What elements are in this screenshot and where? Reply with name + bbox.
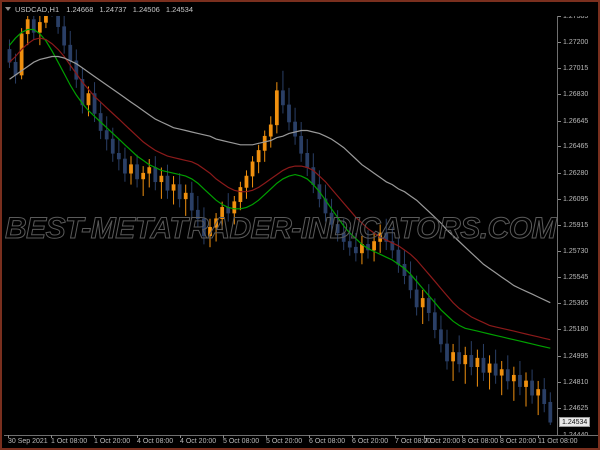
time-tick-label: 7 Oct 08:00 [395, 435, 432, 445]
ma-line [9, 55, 551, 304]
price-tick-label: 1.25730 [558, 247, 588, 256]
price-tick-label: 1.26465 [558, 142, 588, 151]
time-tick-label: 4 Oct 20:00 [180, 435, 217, 445]
time-tick-label: 5 Oct 08:00 [223, 435, 260, 445]
time-tick-label: 11 Oct 08:00 [538, 435, 578, 445]
price-tick-label: 1.25365 [558, 299, 588, 308]
ma-line [9, 37, 551, 341]
triangle-down-icon[interactable] [5, 7, 11, 11]
current-price-tag: 1.24534 [559, 416, 591, 427]
price-tick-label: 1.25180 [558, 325, 588, 334]
price-tick-label: 1.27200 [558, 38, 588, 47]
price-tick-label: 1.26095 [558, 195, 588, 204]
price-axis[interactable]: 1.24534 1.27385 1.27200 1.27015 1.26830 1.26… [557, 13, 598, 439]
time-tick-label: 8 Oct 08:00 [462, 435, 499, 445]
time-tick-label: 30 Sep 2021 [8, 435, 48, 445]
candlestick-series [7, 16, 553, 426]
moving-average-series [9, 28, 551, 349]
price-tick-label: 1.24810 [558, 378, 588, 387]
symbol-label: USDCAD,H1 [15, 4, 60, 14]
price-tick-label: 1.26830 [558, 90, 588, 99]
chart-canvas [7, 16, 553, 426]
time-tick-label: 6 Oct 08:00 [309, 435, 346, 445]
price-tick-label: 1.25545 [558, 273, 588, 282]
price-tick-label: 1.26280 [558, 169, 588, 178]
quote-high: 1.24737 [99, 4, 127, 14]
time-tick-label: 8 Oct 20:00 [500, 435, 537, 445]
time-tick-label: 4 Oct 08:00 [137, 435, 174, 445]
ma-line [9, 28, 551, 349]
price-tick-label: 1.24625 [558, 404, 588, 413]
price-tick-label: 1.25915 [558, 221, 588, 230]
quote-open: 1.24668 [66, 4, 94, 14]
time-tick-label: 1 Oct 20:00 [94, 435, 131, 445]
ohlc-quotes: 1.24668 1.24737 1.24506 1.24534 [66, 5, 197, 14]
quote-close: 1.24534 [165, 4, 194, 14]
time-axis[interactable]: 30 Sep 2021 1 Oct 08:00 1 Oct 20:00 4 Oct 0… [4, 435, 598, 448]
price-tick-label: 1.26645 [558, 117, 588, 126]
price-tick-label: 1.24995 [558, 352, 588, 361]
price-tick-label: 1.27015 [558, 64, 588, 73]
time-tick-label: 1 Oct 08:00 [51, 435, 88, 445]
chart-header: USDCAD,H1 1.24668 1.24737 1.24506 1.2453… [2, 2, 598, 16]
time-tick-label: 6 Oct 20:00 [352, 435, 389, 445]
time-tick-label: 7 Oct 20:00 [424, 435, 461, 445]
chart-plot-area[interactable]: BEST-METATRADER-INDICATORS.COM [4, 16, 557, 435]
price-tick-label: 1.27385 [558, 12, 588, 21]
time-tick-label: 5 Oct 20:00 [266, 435, 303, 445]
quote-low: 1.24506 [132, 4, 160, 14]
